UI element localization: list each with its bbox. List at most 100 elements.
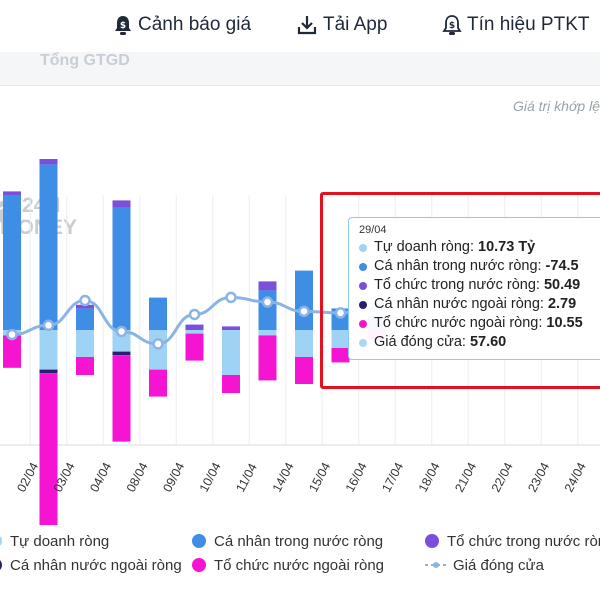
line-marker-icon [425,562,447,568]
bell-dollar-icon: $ [115,16,131,35]
bar-4 [3,335,21,368]
legend-label: Cá nhân trong nước ròng [214,532,384,550]
bar-1 [3,195,21,330]
legend-item[interactable]: Tự doanh ròng [0,530,109,552]
bar-1 [112,207,131,330]
x-tick-label: 18/04 [416,460,443,494]
chart-legend: Tự doanh ròng Cá nhân trong nước ròng Tổ c… [0,530,600,590]
bar-2 [76,304,94,309]
bar-0 [295,330,313,357]
price-point [334,307,347,319]
tooltip-value: 57.60 [469,334,507,350]
bar-4 [39,373,58,525]
tooltip-value: 50.49 [543,277,581,293]
legend-item[interactable]: Giá đóng cửa [425,554,544,576]
bar-0 [185,330,204,334]
legend-item[interactable]: Tổ chức trong nước ròng [425,530,600,552]
price-point [298,305,310,318]
legend-swatch-icon [192,534,206,548]
x-tick-label: 16/04 [343,460,370,494]
legend-label: Giá đóng cửa [453,556,544,574]
tooltip-label: Cá nhân nước ngoài ròng: [374,296,544,312]
bar-3 [112,351,131,356]
x-tick-label: 04/04 [87,460,114,494]
chart-note: Giá trị khớp lệ [512,98,600,114]
bar-0 [331,330,350,348]
download-app-label: Tải App [323,14,388,35]
series-dot-icon [359,281,367,290]
bar-4 [331,348,350,363]
tooltip-value: 2.79 [547,296,577,312]
tooltip-label: Cá nhân trong nước ròng: [374,258,542,274]
bar-0 [76,330,94,357]
chart-tooltip: 29/04 Tự doanh ròng: 10.73 Tỷ Cá nhân tron… [348,217,600,360]
bar-1 [149,297,167,330]
bar-2 [185,324,204,330]
tooltip-row: Cá nhân trong nước ròng: -74.5 [359,257,600,276]
price-point [188,308,201,321]
section-header-band: Tổng GTGD [0,52,600,86]
x-tick-label: 14/04 [270,460,297,494]
price-point [115,325,128,338]
bar-2 [222,326,240,330]
bar-1 [76,308,94,330]
tooltip-row: Giá đóng cửa: 57.60 [359,333,600,352]
price-point [79,294,91,307]
legend-item[interactable]: Cá nhân nước ngoài ròng [0,554,182,576]
technical-signal-link[interactable]: $ Tín hiệu PTKT [442,12,590,38]
bar-0 [222,330,240,375]
bar-3 [39,369,58,374]
legend-item[interactable]: Tổ chức nước ngoài ròng [192,554,384,576]
bar-4 [76,357,94,375]
tooltip-value: 10.55 [546,315,583,331]
download-app-link[interactable]: Tải App [296,12,387,38]
bar-4 [185,333,204,361]
legend-label: Tổ chức nước ngoài ròng [214,556,385,574]
highlight-box [320,192,600,389]
series-dot-icon [359,262,367,271]
tooltip-label: Tổ chức nước ngoài ròng: [374,315,543,331]
price-alert-label: Cảnh báo giá [138,14,252,35]
top-navigation-bar: $ Cảnh báo giá Tải App $ Tín hiệu PTKT [0,0,600,52]
x-tick-label: 23/04 [525,460,552,494]
bell-dollar-icon: $ [442,15,462,35]
tooltip-label: Tổ chức trong nước ròng: [374,277,540,293]
net-trade-chart: 02/04 03/04 04/04 08/04 09/04 10/04 11/04 14/04… [0,159,600,525]
series-dot-icon [359,319,367,328]
bar-0 [258,330,277,336]
legend-swatch-icon [192,558,206,572]
legend-item[interactable]: Cá nhân trong nước ròng [192,530,383,552]
bar-4 [258,335,277,381]
x-tick-label: 24/04 [562,460,589,494]
x-tick-label: 09/04 [160,460,187,494]
x-tick-label: 11/04 [233,461,260,494]
legend-label: Tổ chức trong nước ròng [447,532,600,550]
section-title: Tổng GTGD [40,52,130,69]
tooltip-row: Tổ chức nước ngoài ròng: 10.55 [359,314,600,333]
svg-text:$: $ [449,21,455,31]
x-tick-label: 08/04 [124,460,151,494]
price-alert-link[interactable]: $ Cảnh báo giá [113,12,251,38]
price-point [261,296,274,308]
tooltip-row: Tổ chức trong nước ròng: 50.49 [359,276,600,295]
series-dot-icon [359,300,367,309]
x-tick-label: 02/04 [14,460,41,494]
price-point [42,319,55,332]
bar-2 [39,159,58,165]
technical-signal-label: Tín hiệu PTKT [467,14,590,35]
bar-2 [3,191,21,195]
svg-text:$: $ [120,21,126,31]
bar-0 [149,330,167,370]
legend-label: Tự doanh ròng [10,532,110,550]
tooltip-label: Giá đóng cửa: [374,334,466,350]
tooltip-label: Tự doanh ròng: [374,239,474,255]
bar-2 [112,200,131,208]
legend-swatch-icon [0,558,2,572]
tooltip-value: -74.5 [545,258,579,274]
bar-4 [295,357,313,384]
tooltip-row: Tự doanh ròng: 10.73 Tỷ [359,238,600,257]
bar-1 [295,270,313,330]
price-point [225,291,237,304]
bar-4 [222,375,240,393]
legend-swatch-icon [425,534,439,548]
